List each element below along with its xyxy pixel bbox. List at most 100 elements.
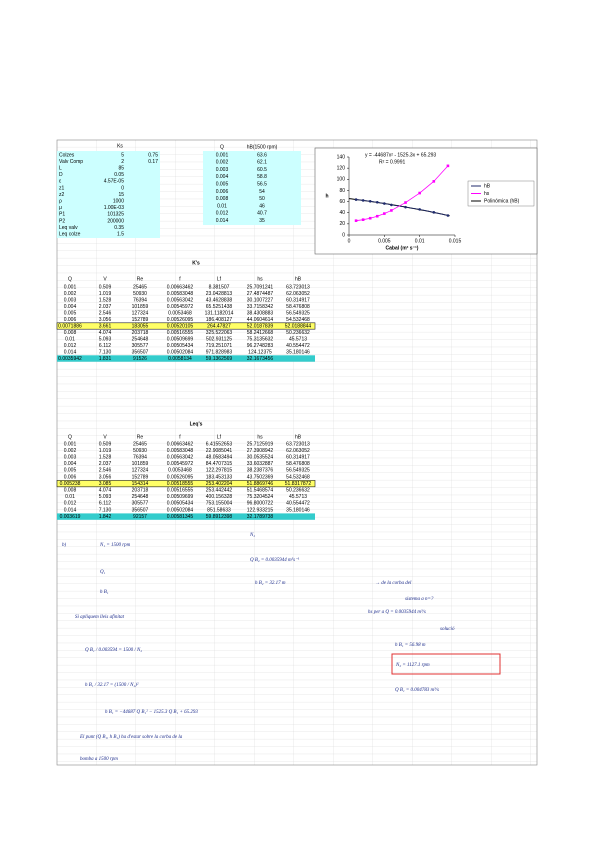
table-cell: 62.063052	[286, 291, 310, 297]
table-cell: 0.012	[64, 343, 77, 349]
table-cell: 0.008	[64, 488, 77, 494]
table-cell: 92157	[133, 514, 147, 520]
table-cell: 60.314917	[286, 297, 310, 303]
table-cell: 0.00520105	[167, 323, 194, 329]
table-cell: 25465	[133, 441, 147, 447]
point	[354, 219, 358, 222]
table-cell: 356507	[132, 349, 149, 355]
table-cell: 60.314917	[286, 455, 310, 461]
point	[418, 191, 421, 195]
table-cell: 0.00516555	[167, 330, 194, 336]
table-cell: 63.723013	[286, 284, 310, 290]
table-cell: 0.0058134	[168, 356, 192, 362]
table-cell: 0.014	[64, 349, 77, 355]
table-title: K's	[192, 260, 200, 266]
point	[361, 199, 365, 202]
handwritten-note: hs per a Q = 0.0035944 m³/s	[368, 609, 426, 615]
highlight-row	[56, 480, 316, 488]
table-cell: 203718	[132, 330, 149, 336]
table-cell: 0.0053468	[168, 468, 192, 474]
legend-label: Polinómica (hB)	[484, 198, 520, 204]
handwritten-note: N₂ = 1127.1 rpm	[395, 663, 430, 668]
table-cell: 76394	[133, 297, 147, 303]
handwritten-note: solució	[440, 627, 455, 632]
param-cell: ε	[59, 179, 62, 185]
point	[383, 212, 386, 215]
table-cell: 0.006	[64, 474, 77, 480]
table-cell: 0.00518555	[167, 481, 194, 487]
table-cell: 183055	[132, 323, 149, 329]
table-cell: 2.037	[99, 304, 112, 310]
handwritten-note: b)	[62, 543, 67, 548]
table-cell: 2.546	[99, 468, 112, 474]
pump-bg	[203, 151, 301, 225]
table-cell: 5.093	[99, 336, 112, 342]
table-cell: 59.1362569	[206, 356, 233, 362]
table-cell: 1.842	[99, 514, 112, 520]
table-cell: 0.01	[65, 336, 75, 342]
table-cell: 0.004	[64, 461, 77, 467]
table-cell: 50.236632	[286, 330, 310, 336]
pump-cell: 46	[259, 203, 265, 209]
table-cell: 2.037	[99, 461, 112, 467]
table-cell: 719.251071	[206, 343, 233, 349]
table-cell: 0.00583048	[167, 448, 194, 454]
param-cell: 0.75	[148, 152, 158, 158]
param-cell: μ	[59, 205, 62, 211]
x-axis-label: Cabal (m³ s⁻¹)	[386, 245, 419, 251]
table-cell: 75.3204524	[247, 494, 274, 500]
legend-label: hB	[484, 183, 491, 189]
table-cell: 0.014	[64, 507, 77, 513]
table-cell: 59.8912398	[206, 514, 233, 520]
table-cell: 54.532468	[286, 317, 310, 323]
table-cell: 0.509	[99, 441, 112, 447]
table-cell: 56.549325	[286, 468, 310, 474]
point	[375, 200, 379, 204]
params-header: Ks	[117, 143, 123, 149]
table-cell: 58.2412668	[247, 330, 274, 336]
table-cell: 6.112	[99, 343, 111, 349]
param-cell: 5	[121, 152, 124, 158]
pump-cell: 0.003	[216, 167, 229, 173]
table-cell: 305577	[132, 501, 149, 507]
table-cell: 253.402204	[206, 481, 233, 487]
table-cell: 753.155004	[206, 501, 233, 507]
point	[368, 216, 372, 220]
pump-cell: 0.004	[216, 174, 229, 180]
handwritten-note: h B₁	[100, 590, 109, 595]
table-cell: 35.180146	[286, 507, 310, 513]
pump-cell: 0.002	[216, 160, 229, 166]
point	[446, 164, 450, 168]
table-cell: 51.5468574	[247, 488, 274, 494]
table-cell: 27.3908942	[247, 448, 274, 454]
pump-cell: 40.7	[257, 211, 267, 217]
table-cell: 0.00583048	[167, 291, 194, 297]
table-cell: 63.723013	[286, 441, 310, 447]
y-tick-label: 20	[339, 221, 345, 227]
param-cell: 4.57E-05	[104, 179, 125, 185]
table-cell: 0.0053468	[168, 310, 192, 316]
handwritten-note: El punt (Q B₁, h B₁) ha d'estar sobre la…	[79, 735, 183, 740]
table-cell: 33.6032887	[247, 461, 274, 467]
table-cell: 5.093	[99, 494, 112, 500]
table-cell: 44.0604614	[247, 317, 274, 323]
col-header: f	[179, 276, 181, 282]
pump-cell: 50	[259, 196, 265, 202]
table-cell: 0.0071886	[58, 323, 82, 329]
table-cell: 0.003	[64, 297, 77, 303]
table-cell: 325.522063	[206, 330, 233, 336]
table-cell: 25.7125919	[247, 441, 274, 447]
table-cell: 50.236632	[286, 488, 310, 494]
table-cell: 35.180146	[286, 349, 310, 355]
table-cell: 152789	[132, 474, 149, 480]
table-cell: 0.00509699	[167, 494, 194, 500]
table-cell: 254648	[132, 336, 149, 342]
table-cell: 253.442442	[206, 488, 233, 494]
table-cell: 0.002	[64, 291, 77, 297]
col-header: f	[179, 434, 181, 440]
table-cell: 50930	[133, 291, 147, 297]
param-cell: 85	[118, 166, 124, 172]
table-cell: 56.549325	[286, 310, 310, 316]
pump-cell: 62.1	[257, 160, 267, 166]
pump-cell: 0.001	[216, 152, 229, 158]
